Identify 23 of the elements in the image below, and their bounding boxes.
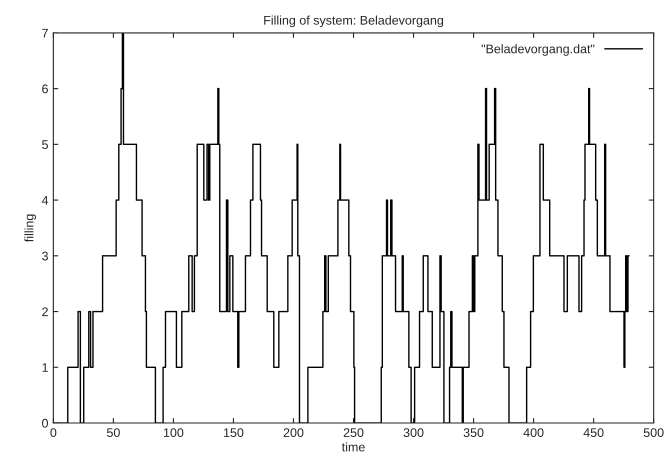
y-tick-label: 4	[42, 196, 48, 205]
x-tick-label: 400	[523, 428, 544, 438]
y-tick-label: 0	[42, 418, 48, 428]
x-tick-label: 500	[644, 428, 664, 438]
x-axis-title: time	[342, 442, 365, 452]
x-tick-label: 450	[583, 428, 604, 438]
y-tick-label: 3	[42, 252, 48, 260]
x-tick-label: 250	[344, 428, 364, 438]
chart-title: Filling of system: Beladevorgang	[264, 16, 444, 28]
x-tick-label: 100	[164, 428, 184, 438]
x-tick-label: 350	[464, 428, 484, 438]
x-tick-label: 150	[224, 428, 244, 438]
x-tick-label: 50	[106, 428, 120, 438]
x-tick-label: 200	[284, 428, 304, 438]
y-tick-label: 2	[42, 307, 48, 316]
y-tick-label: 6	[42, 84, 48, 94]
x-tick-label: 0	[50, 428, 56, 438]
y-tick-label: 5	[42, 140, 48, 150]
y-axis-title: filling	[24, 214, 36, 242]
y-tick-label: 1	[42, 363, 48, 372]
y-tick-label: 7	[42, 28, 48, 38]
legend-label: "Beladevorgang.dat"	[482, 44, 594, 56]
x-tick-label: 300	[404, 428, 424, 438]
